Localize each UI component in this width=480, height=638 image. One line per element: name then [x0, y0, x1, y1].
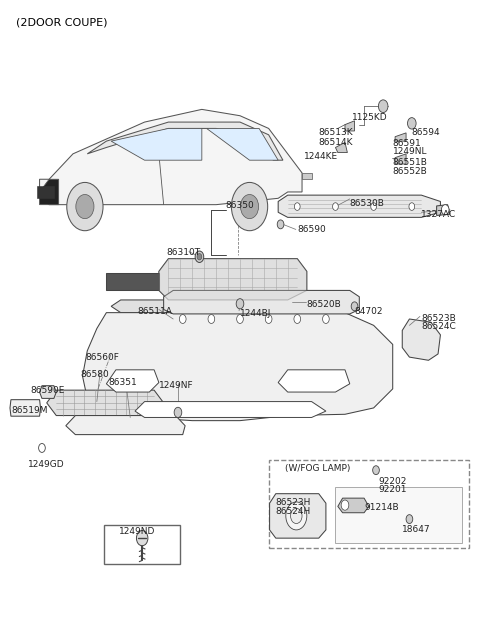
Polygon shape — [107, 370, 159, 392]
Circle shape — [294, 203, 300, 211]
Circle shape — [409, 203, 415, 211]
Circle shape — [208, 315, 215, 323]
Text: 86310T: 86310T — [166, 248, 200, 258]
Circle shape — [237, 315, 243, 323]
Polygon shape — [135, 401, 326, 417]
Circle shape — [333, 203, 338, 211]
Polygon shape — [159, 258, 307, 300]
Circle shape — [277, 220, 284, 229]
Polygon shape — [437, 205, 450, 216]
Text: 86530B: 86530B — [350, 199, 384, 208]
Circle shape — [408, 117, 416, 129]
Polygon shape — [338, 498, 369, 513]
Text: 86523H: 86523H — [276, 498, 311, 507]
Circle shape — [195, 251, 204, 262]
Polygon shape — [302, 173, 312, 179]
Circle shape — [294, 315, 300, 323]
Text: 1327AC: 1327AC — [421, 211, 456, 219]
Text: 86513K: 86513K — [319, 128, 353, 137]
Text: 86523B: 86523B — [421, 314, 456, 323]
Polygon shape — [164, 290, 360, 314]
Text: 1249NF: 1249NF — [159, 381, 193, 390]
Text: 86519M: 86519M — [11, 406, 48, 415]
Circle shape — [240, 195, 259, 219]
Polygon shape — [206, 128, 278, 160]
Text: 1249GD: 1249GD — [28, 460, 64, 469]
Polygon shape — [39, 109, 302, 205]
Polygon shape — [402, 319, 441, 360]
Text: 86590: 86590 — [297, 225, 326, 234]
Text: 92201: 92201 — [378, 486, 407, 494]
Text: 86524H: 86524H — [276, 507, 311, 516]
Polygon shape — [37, 186, 54, 198]
Polygon shape — [107, 272, 159, 290]
Polygon shape — [395, 133, 406, 141]
Text: 91214B: 91214B — [364, 503, 399, 512]
Circle shape — [197, 253, 202, 260]
Text: 86591: 86591 — [393, 138, 421, 147]
Text: 86551B: 86551B — [393, 158, 428, 167]
Polygon shape — [83, 313, 393, 420]
Circle shape — [406, 515, 413, 524]
Circle shape — [67, 182, 103, 231]
Circle shape — [372, 466, 379, 475]
Text: 86524C: 86524C — [421, 322, 456, 331]
Circle shape — [236, 299, 244, 309]
Text: 86350: 86350 — [226, 201, 254, 210]
Text: 1244KE: 1244KE — [304, 152, 338, 161]
Text: 86560F: 86560F — [85, 353, 119, 362]
Polygon shape — [87, 122, 283, 160]
Text: 86594: 86594 — [412, 128, 441, 137]
Polygon shape — [270, 494, 326, 538]
Text: (2DOOR COUPE): (2DOOR COUPE) — [16, 17, 107, 27]
Circle shape — [38, 443, 45, 452]
Polygon shape — [47, 390, 164, 415]
Text: 86511A: 86511A — [137, 307, 172, 316]
Circle shape — [180, 315, 186, 323]
Bar — [269, 460, 469, 547]
Circle shape — [323, 315, 329, 323]
Text: 86514K: 86514K — [319, 138, 353, 147]
Text: 86520B: 86520B — [307, 300, 342, 309]
Text: 86590E: 86590E — [30, 386, 64, 395]
Circle shape — [371, 203, 376, 211]
Polygon shape — [336, 142, 348, 152]
Polygon shape — [39, 386, 56, 398]
Circle shape — [351, 302, 358, 311]
Text: 92202: 92202 — [378, 477, 407, 486]
Polygon shape — [395, 154, 406, 164]
Circle shape — [378, 100, 388, 112]
Bar — [104, 526, 180, 563]
Polygon shape — [345, 121, 355, 131]
Text: 1249ND: 1249ND — [119, 528, 156, 537]
Text: 86580: 86580 — [80, 370, 109, 379]
Text: 86552B: 86552B — [393, 167, 428, 175]
Polygon shape — [278, 370, 350, 392]
Text: 86351: 86351 — [109, 378, 137, 387]
Polygon shape — [10, 399, 40, 416]
Text: 1249NL: 1249NL — [393, 147, 427, 156]
Text: (W/FOG LAMP): (W/FOG LAMP) — [285, 464, 351, 473]
Circle shape — [231, 182, 268, 231]
Text: 1125KD: 1125KD — [352, 112, 388, 122]
Circle shape — [265, 315, 272, 323]
Circle shape — [341, 500, 349, 510]
Circle shape — [290, 508, 302, 524]
Circle shape — [76, 195, 94, 219]
Circle shape — [286, 502, 307, 530]
Polygon shape — [111, 128, 202, 160]
Polygon shape — [111, 300, 321, 313]
Bar — [336, 487, 462, 542]
Circle shape — [174, 407, 182, 417]
Text: 84702: 84702 — [355, 307, 383, 316]
Polygon shape — [159, 258, 307, 300]
Polygon shape — [39, 179, 59, 205]
Polygon shape — [278, 195, 441, 218]
Text: 1244BJ: 1244BJ — [240, 309, 271, 318]
Circle shape — [442, 205, 449, 215]
Circle shape — [136, 531, 148, 545]
Polygon shape — [66, 415, 185, 434]
Text: 18647: 18647 — [402, 526, 431, 535]
